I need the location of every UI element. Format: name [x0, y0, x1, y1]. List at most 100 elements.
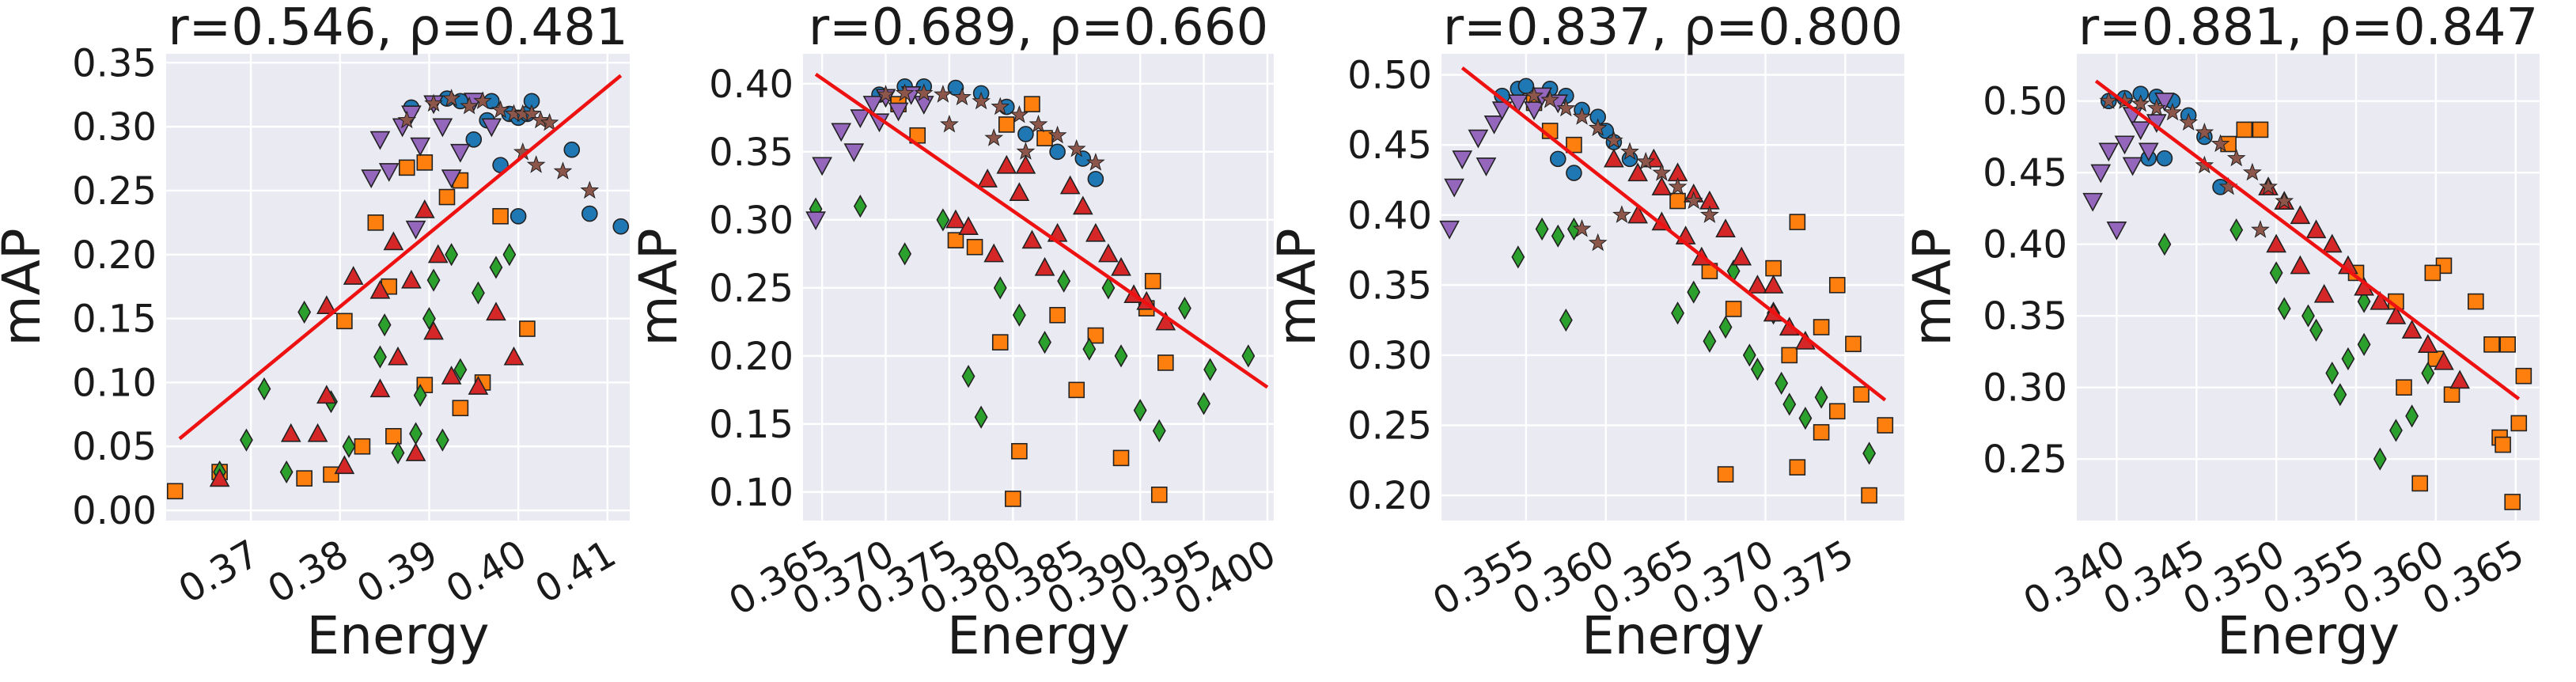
point-triangle_up: [1715, 218, 1736, 238]
point-triangle_up: [2305, 219, 2327, 239]
point-triangle_up: [1747, 275, 1768, 294]
point-star: [1668, 176, 1688, 195]
point-diamond: [2421, 361, 2435, 385]
point-star: [1699, 205, 1719, 223]
point-diamond: [1203, 358, 1218, 381]
point-triangle_up: [2321, 233, 2343, 253]
point-diamond: [1101, 276, 1116, 300]
y-tick-label: 0.30: [72, 105, 157, 150]
point-triangle_down: [2106, 222, 2127, 241]
point-triangle_down: [2130, 121, 2151, 141]
point-star: [1047, 125, 1067, 144]
point-star: [1525, 85, 1544, 104]
point-triangle_down: [1468, 129, 1489, 149]
series-diamond: [2157, 218, 2435, 471]
point-triangle_up: [2401, 320, 2423, 339]
point-square: [1157, 354, 1174, 371]
y-tick-label: 0.40: [1983, 223, 2067, 267]
point-triangle_up: [343, 266, 364, 285]
regression-line: [1460, 66, 1887, 402]
point-star: [1066, 138, 1086, 157]
point-triangle_up: [945, 209, 966, 229]
point-star: [1540, 90, 1559, 108]
series-square: [890, 96, 1174, 507]
point-triangle_up: [2449, 369, 2470, 389]
point-square: [296, 470, 313, 487]
y-tick-label: 0.00: [72, 489, 157, 533]
x-tick-label: 0.41: [528, 532, 623, 612]
point-diamond: [2325, 361, 2339, 385]
point-square: [1789, 459, 1806, 476]
y-tick-label: 0.25: [1347, 404, 1432, 449]
point-star: [2195, 123, 2214, 141]
point-triangle_down: [410, 137, 431, 157]
point-triangle_up: [2434, 350, 2454, 370]
point-star: [914, 83, 934, 101]
y-tick-label: 0.10: [709, 471, 794, 515]
point-star: [1588, 233, 1608, 252]
x-tick-label: 0.37: [172, 532, 267, 612]
point-diamond: [2269, 261, 2283, 285]
point-star: [1684, 191, 1703, 210]
y-tick-label: 0.30: [1347, 334, 1432, 378]
point-triangle_up: [307, 422, 328, 442]
point-square: [1112, 449, 1130, 467]
point-diamond: [257, 377, 271, 401]
point-triangle_up: [441, 366, 462, 385]
point-triangle_down: [369, 131, 391, 150]
point-triangle_up: [2313, 283, 2335, 303]
y-tick-label: 0.15: [709, 403, 794, 447]
x-axis-label: Energy: [306, 605, 489, 666]
point-square: [2443, 386, 2460, 404]
point-star: [1604, 131, 1623, 149]
point-star: [1010, 104, 1029, 123]
point-diamond: [1567, 217, 1581, 241]
point-square: [385, 428, 402, 445]
point-triangle_down: [1439, 220, 1460, 240]
point-square: [1845, 335, 1862, 353]
x-tick-label: 0.40: [439, 532, 535, 612]
point-triangle_up: [316, 295, 337, 315]
point-star: [2242, 162, 2262, 181]
point-star: [491, 100, 510, 119]
point-square: [998, 116, 1015, 133]
point-diamond: [1057, 269, 1071, 293]
point-star: [424, 93, 443, 112]
point-triangle_down: [2114, 135, 2135, 155]
series-star: [1525, 85, 1719, 252]
point-diamond: [1114, 344, 1128, 368]
point-triangle_down: [405, 220, 426, 240]
point-circle: [1517, 78, 1535, 95]
point-square: [1861, 487, 1877, 504]
point-triangle_up: [1085, 222, 1106, 242]
point-diamond: [1687, 280, 1701, 304]
point-square: [1669, 192, 1686, 210]
point-square: [323, 466, 339, 483]
series-star: [876, 83, 1105, 171]
point-diamond: [1750, 358, 1764, 381]
point-triangle_up: [209, 468, 230, 487]
x-axis-label: Energy: [2217, 605, 2400, 666]
point-triangle_down: [1507, 94, 1529, 114]
point-diamond: [2357, 290, 2371, 313]
point-triangle_up: [1098, 243, 1119, 263]
point-diamond: [2341, 347, 2355, 371]
point-triangle_up: [1604, 148, 1624, 168]
series-triangle_up: [945, 154, 1176, 331]
point-triangle_up: [996, 154, 1017, 174]
point-square: [354, 438, 371, 455]
y-tick-label: 0.35: [1347, 263, 1432, 308]
point-diamond: [961, 365, 975, 388]
point-triangle_down: [843, 143, 865, 163]
point-square: [1828, 277, 1846, 294]
point-diamond: [2333, 383, 2347, 407]
point-diamond: [1152, 419, 1166, 443]
point-diamond: [1038, 331, 1051, 354]
point-star: [397, 110, 417, 129]
y-tick-label: 0.15: [72, 297, 157, 342]
point-triangle_up: [486, 301, 506, 321]
point-star: [984, 128, 1004, 146]
point-triangle_up: [405, 442, 426, 461]
y-tick-label: 0.35: [1983, 294, 2067, 339]
